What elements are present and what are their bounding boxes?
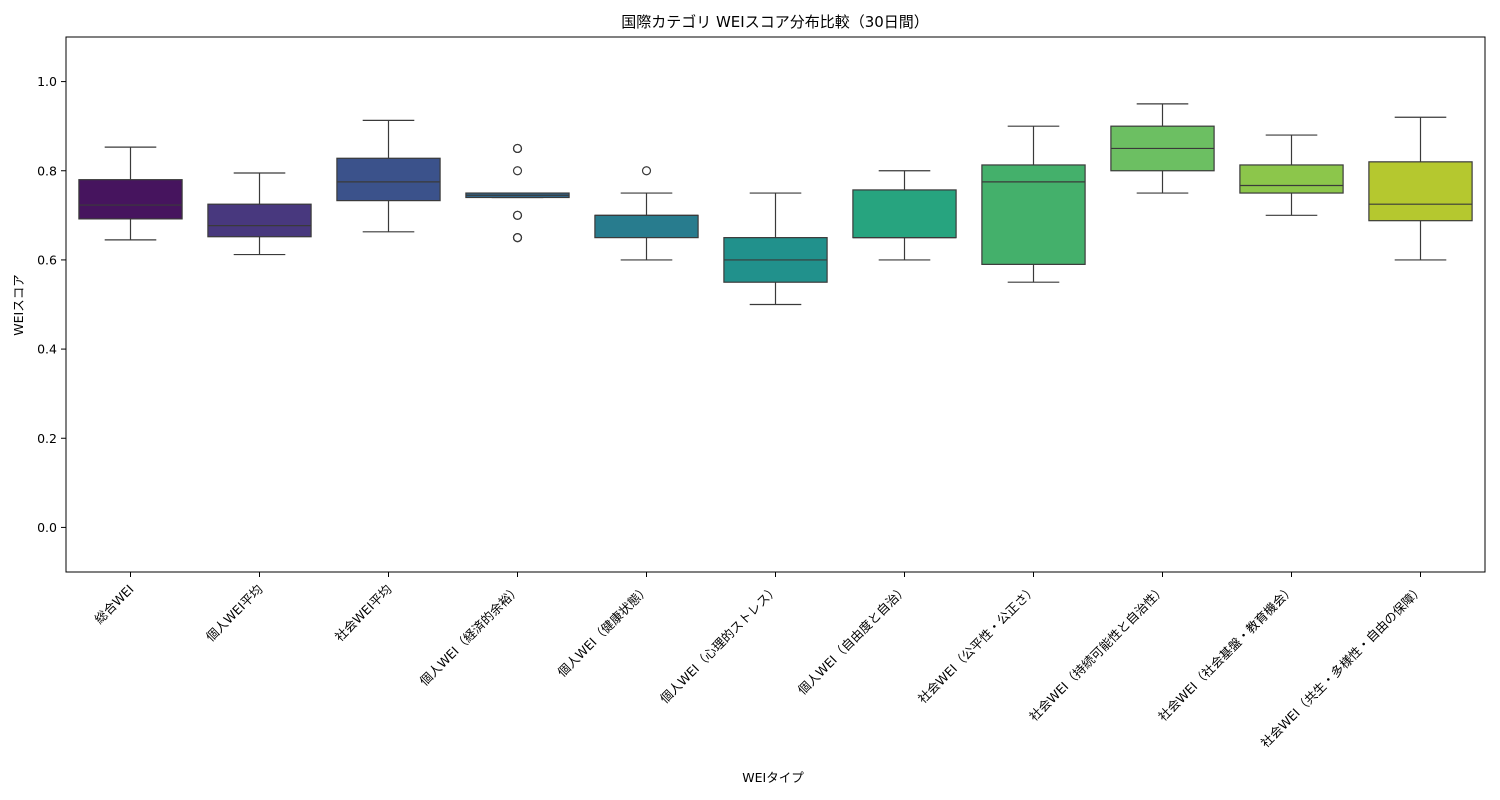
x-tick-label: 総合WEI (91, 582, 136, 627)
y-tick-label: 0.2 (37, 431, 57, 446)
y-tick-label: 1.0 (37, 74, 57, 89)
outlier-point (512, 143, 523, 154)
box (78, 179, 183, 220)
y-axis-label: WEIスコア (11, 274, 26, 335)
y-tick-label: 0.0 (37, 520, 57, 535)
y-tick-label: 0.8 (37, 163, 57, 178)
outlier-point (512, 210, 523, 220)
x-tick-label: 個人WEI平均 (203, 582, 266, 645)
box (207, 203, 312, 238)
box (981, 164, 1086, 265)
x-tick-label: 社会WEI平均 (332, 582, 395, 645)
y-tick-label: 0.6 (37, 252, 57, 267)
outlier-point (641, 166, 652, 176)
x-tick-label: 個人WEI（健康状態） (554, 582, 652, 680)
chart-title: 国際カテゴリ WEIスコア分布比較（30日間） (621, 13, 929, 31)
outlier-point (512, 233, 523, 243)
y-tick-label: 0.4 (37, 342, 57, 357)
x-tick-label: 社会WEI（社会基盤・教育機会） (1155, 582, 1297, 724)
x-tick-label: 社会WEI（共生・多様性・自由の保障） (1258, 582, 1427, 751)
x-tick-label: 個人WEI（自由度と自治） (795, 582, 911, 698)
x-axis-label: WEIタイプ (742, 770, 804, 785)
plot-frame (65, 36, 1486, 573)
box (1368, 161, 1473, 222)
outlier-point (512, 166, 523, 176)
box (594, 214, 699, 239)
x-tick-label: 個人WEI（心理的ストレス） (657, 582, 782, 707)
box (336, 157, 441, 202)
box (852, 189, 957, 239)
x-tick-label: 社会WEI（持続可能性と自治性） (1026, 582, 1168, 724)
box (1239, 164, 1344, 194)
x-tick-label: 社会WEI（公平性・公正さ） (915, 582, 1040, 707)
x-tick-label: 個人WEI（経済的余裕） (417, 582, 524, 689)
